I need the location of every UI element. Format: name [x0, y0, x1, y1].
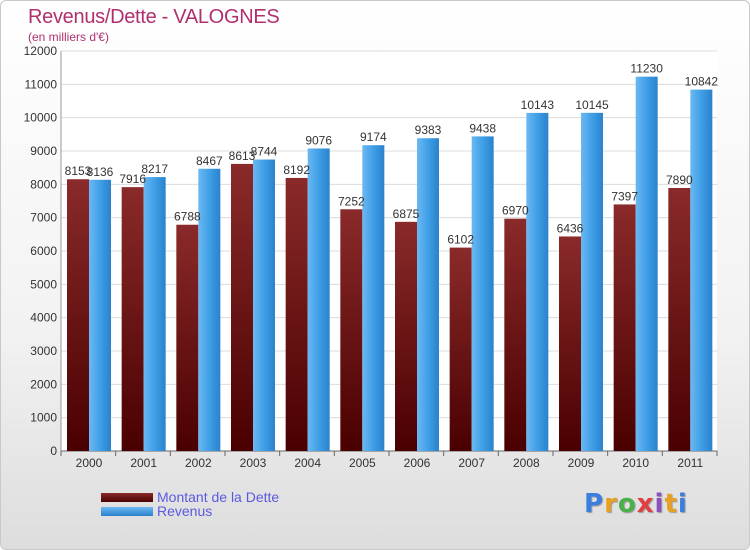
y-tick-label: 6000 — [30, 244, 57, 258]
logo-letter: x — [636, 489, 655, 519]
data-label: 7252 — [338, 194, 365, 208]
y-tick-label: 1000 — [30, 411, 57, 425]
bar-revenus — [690, 89, 713, 451]
bar-dette — [504, 218, 527, 451]
data-label: 8217 — [141, 162, 168, 176]
legend-swatch-debt — [101, 492, 153, 502]
legend-swatch-revenus — [101, 506, 153, 516]
bar-dette — [176, 224, 199, 451]
x-tick-label: 2010 — [622, 456, 649, 470]
bar-dette — [121, 187, 144, 451]
bar-revenus — [253, 159, 275, 452]
chart-subtitle: (en milliers d'€) — [28, 30, 109, 44]
legend-label-revenus: Revenus — [157, 503, 213, 519]
x-tick-label: 2006 — [404, 456, 431, 470]
y-tick-label: 0 — [50, 444, 57, 458]
logo-letter: o — [617, 489, 637, 519]
data-label: 8136 — [87, 165, 114, 179]
data-label: 8744 — [251, 145, 278, 159]
y-tick-label: 7000 — [30, 211, 57, 225]
y-tick-label: 2000 — [30, 377, 57, 391]
x-tick-label: 2011 — [677, 456, 703, 470]
data-label: 11230 — [630, 62, 663, 76]
proxiti-logo: Proxiti — [584, 489, 688, 519]
bar-dette — [559, 236, 581, 451]
legend-item-revenus: Revenus — [101, 503, 212, 519]
bar-dette — [613, 204, 636, 451]
data-label: 6875 — [393, 207, 420, 221]
x-tick-label: 2009 — [568, 456, 595, 470]
logo-letter: t — [664, 489, 678, 519]
y-tick-label: 11000 — [25, 77, 58, 91]
data-label: 6970 — [502, 204, 529, 218]
x-tick-label: 2001 — [130, 456, 157, 470]
logo-letter: P — [584, 489, 605, 519]
bar-dette — [395, 221, 417, 451]
logo-letter: r — [604, 489, 618, 519]
y-tick-label: 12000 — [24, 44, 58, 58]
data-label: 10145 — [575, 98, 609, 112]
legend-label-debt: Montant de la Dette — [157, 489, 280, 505]
y-tick-label: 4000 — [30, 311, 57, 325]
bar-revenus — [417, 138, 439, 451]
bar-dette — [67, 179, 89, 451]
data-label: 6788 — [174, 210, 201, 224]
bar-revenus — [143, 177, 166, 451]
data-label: 8153 — [65, 164, 92, 178]
data-label: 9076 — [305, 133, 332, 147]
bar-revenus — [526, 112, 549, 452]
bar-revenus — [635, 76, 658, 452]
logo-letter: i — [654, 489, 665, 519]
data-label: 6436 — [557, 221, 584, 235]
y-tick-label: 3000 — [30, 344, 57, 358]
chart-title: Revenus/Dette - VALOGNES — [28, 6, 280, 28]
x-tick-label: 2002 — [185, 456, 212, 470]
data-label: 7890 — [666, 173, 693, 187]
bar-revenus — [471, 136, 494, 451]
x-tick-label: 2003 — [240, 456, 267, 470]
bar-revenus — [198, 168, 221, 451]
x-tick-label: 2007 — [458, 456, 485, 470]
bar-revenus — [581, 112, 603, 451]
data-label: 9383 — [415, 123, 442, 137]
data-label: 7397 — [611, 189, 638, 203]
x-tick-label: 2004 — [294, 456, 321, 470]
y-tick-label: 10000 — [24, 111, 58, 125]
logo-letter: i — [677, 489, 688, 519]
bar-revenus — [89, 179, 111, 452]
data-label: 8192 — [283, 163, 310, 177]
y-tick-label: 8000 — [30, 177, 57, 191]
y-tick-label: 9000 — [30, 144, 57, 158]
bar-revenus — [307, 148, 330, 451]
bar-dette — [285, 177, 308, 451]
data-label: 10143 — [521, 98, 555, 112]
bar-revenus — [362, 145, 385, 451]
data-label: 10842 — [685, 75, 719, 89]
data-label: 9174 — [360, 130, 387, 144]
data-label: 7916 — [119, 172, 146, 186]
y-tick-label: 5000 — [30, 277, 57, 291]
data-label: 8613 — [229, 149, 256, 163]
bar-dette — [231, 163, 253, 451]
x-tick-label: 2008 — [513, 456, 540, 470]
x-tick-label: 2000 — [76, 456, 103, 470]
bar-dette — [668, 188, 691, 451]
bar-dette — [449, 247, 472, 451]
x-tick-label: 2005 — [349, 456, 376, 470]
legend-item-debt: Montant de la Dette — [101, 489, 279, 505]
data-label: 9438 — [469, 121, 496, 135]
bar-dette — [340, 209, 363, 451]
data-label: 8467 — [196, 154, 223, 168]
data-label: 6102 — [447, 233, 474, 247]
